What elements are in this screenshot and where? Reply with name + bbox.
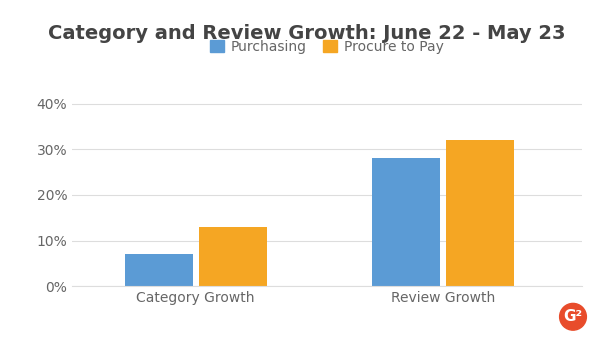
- Bar: [199, 227, 267, 286]
- Bar: [446, 140, 514, 286]
- Legend: Purchasing, Procure to Pay: Purchasing, Procure to Pay: [210, 40, 444, 54]
- Bar: [372, 158, 440, 286]
- Text: Category and Review Growth: June 22 - May 23: Category and Review Growth: June 22 - Ma…: [48, 24, 566, 42]
- Text: G²: G²: [563, 309, 583, 324]
- Bar: [125, 254, 193, 286]
